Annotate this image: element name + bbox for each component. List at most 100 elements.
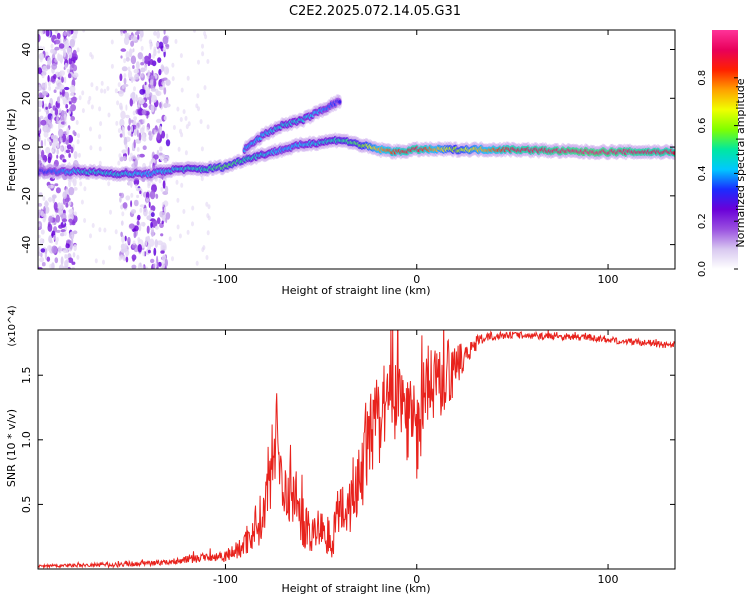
speckle-mark [122,202,128,209]
colorbar-tick-label: 0.6 [697,118,708,134]
speckle-mark [58,83,62,89]
speckle-mark [73,244,77,252]
speckle-mark [207,215,211,221]
speckle-mark [142,251,146,257]
speckle-mark [176,224,180,230]
speckle-mark [138,223,142,232]
speckle-mark [76,139,80,145]
speckle-mark [129,97,133,107]
speckle-mark [120,110,126,120]
speckle-mark [62,249,69,254]
speckle-mark [191,221,194,227]
speckle-mark [40,149,45,159]
speckle-mark [127,70,133,79]
speckle-mark [91,174,95,180]
speckle-mark [151,219,158,228]
speckle-mark [73,211,77,217]
speckle-mark [107,112,111,118]
spectrogram-ticks: -100 0 100 -40 -20 0 20 40 [20,30,675,286]
speckle-mark [44,81,47,91]
spectrogram-frame [37,29,676,270]
speckle-mark [64,260,69,268]
speckle-mark [98,106,102,112]
speckle-mark [123,136,128,146]
speckle-mark [62,191,67,200]
speckle-mark [134,31,140,36]
speckle-mark [158,175,164,179]
speckle-mark [98,227,102,233]
speckle-mark [128,117,131,126]
speckle-mark [153,46,157,52]
speckle-mark [45,30,50,37]
speckle-mark [107,181,111,187]
speckle-mark [54,86,60,90]
speckle-mark [43,213,47,221]
speckle-mark [70,146,74,154]
speckle-mark [171,256,174,262]
speckle-mark [160,130,166,139]
speckle-mark [61,110,65,117]
speckle-mark [144,241,147,247]
spectrogram-ytick-label: -40 [20,236,33,254]
speckle-mark [200,176,204,182]
speckle-mark [153,31,158,36]
speckle-mark [55,214,61,223]
speckle-mark [191,205,195,211]
speckle-mark [140,72,144,78]
speckle-mark [130,92,135,99]
speckle-mark [38,203,43,207]
speckle-mark [46,109,50,115]
speckle-mark [68,101,72,105]
speckle-mark [120,249,126,253]
speckle-mark [60,232,65,237]
speckle-mark [79,181,83,187]
speckle-mark [120,48,127,52]
speckle-mark [95,85,99,91]
speckle-mark [163,158,168,164]
speckle-mark [146,126,150,132]
speckle-mark [63,40,70,50]
speckle-mark [66,109,69,113]
speckle-mark [39,256,45,263]
snr-ticks: -100 0 100 0.5 1.0 1.5 [20,330,675,586]
speckle-mark [123,58,127,64]
speckle-mark [146,215,152,221]
speckle-mark [64,145,67,155]
colorbar-tick-label: 0.2 [697,213,708,229]
spectrogram-xtick-label: -100 [213,273,238,286]
colorbar-ticks: 0.0 0.2 0.4 0.6 0.8 [697,70,738,277]
speckle-mark [125,244,129,250]
speckle-mark [53,89,57,93]
speckle-mark [38,251,41,257]
speckle-mark [156,261,159,269]
speckle-mark [150,104,155,113]
speckle-mark [168,236,172,242]
speckle-mark [147,249,151,254]
speckle-mark [197,59,200,65]
speckle-mark [72,72,79,78]
speckle-mark [55,187,61,194]
speckle-mark [49,263,53,269]
speckle-mark [164,258,168,267]
speckle-mark [129,119,134,123]
speckle-mark [160,244,163,252]
spectrogram-xtick-label: 100 [598,273,619,286]
speckle-mark [89,52,93,57]
speckle-mark [180,132,184,138]
speckle-mark [156,217,161,225]
speckle-mark [38,52,45,61]
speckle-mark [157,261,162,267]
speckle-mark [83,186,87,192]
speckle-mark [150,228,155,237]
speckle-mark [98,134,102,140]
speckle-mark [134,183,138,189]
speckle-mark [176,197,180,203]
speckle-mark [132,110,136,116]
speckle-mark [53,74,57,80]
speckle-mark [82,30,86,33]
speckle-mark [121,149,127,154]
speckle-mark [154,239,158,248]
speckle-mark [160,64,165,73]
speckle-mark [186,229,190,235]
